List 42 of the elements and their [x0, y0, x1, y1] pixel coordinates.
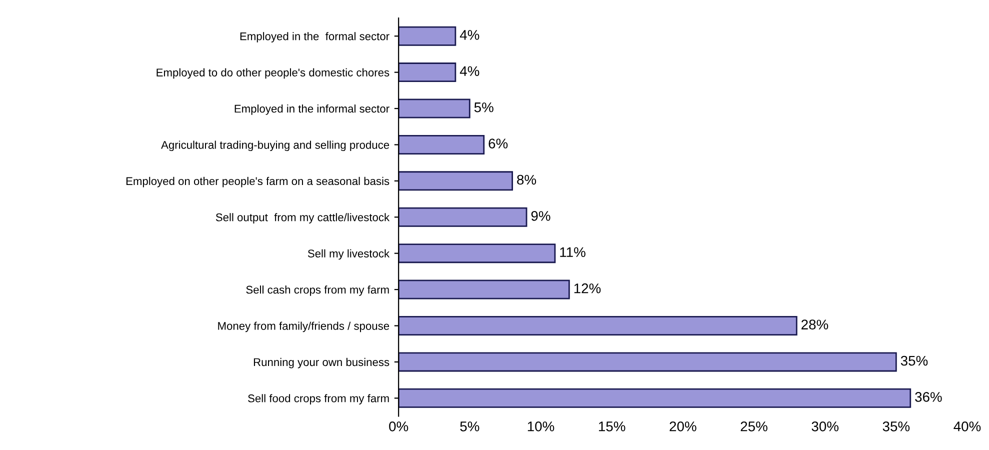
- y-tick-label: Sell cash crops from my farm: [246, 286, 389, 296]
- data-label: 8%: [517, 174, 536, 185]
- bar: [398, 171, 513, 191]
- bar: [398, 244, 556, 264]
- x-tick-label: 35%: [882, 421, 910, 432]
- data-label: 4%: [460, 66, 480, 76]
- bar: [398, 207, 528, 227]
- data-label: 12%: [574, 283, 601, 294]
- bar: [398, 62, 456, 82]
- y-tick-label: Employed in the informal sector: [234, 104, 390, 115]
- y-tick-label: Employed on other people's farm on a seasonal basis: [126, 176, 390, 188]
- data-label: 28%: [802, 320, 828, 330]
- x-tick-label: 20%: [670, 421, 696, 432]
- y-tick-label: Sell my livestock: [308, 249, 390, 260]
- y-tick-label: Sell output from my cattle/livestock: [216, 213, 390, 224]
- bar: [398, 316, 798, 336]
- y-tick-label: Sell food crops from my farm: [248, 394, 389, 404]
- bar: [398, 280, 570, 300]
- x-tick-label: 10%: [528, 421, 554, 432]
- data-label: 36%: [915, 392, 942, 402]
- bar: [398, 352, 897, 372]
- y-tick-label: Money from family/friends / spouse: [218, 322, 390, 332]
- bar: [398, 26, 456, 46]
- data-label: 4%: [460, 30, 480, 40]
- x-tick-label: 40%: [954, 421, 981, 432]
- data-label: 11%: [560, 247, 586, 258]
- bar: [398, 388, 912, 408]
- x-tick-label: 25%: [740, 421, 768, 432]
- data-label: 6%: [488, 138, 508, 148]
- bar: [398, 98, 470, 118]
- x-tick-label: 0%: [389, 421, 408, 432]
- data-label: 5%: [474, 102, 494, 112]
- bar: [398, 134, 485, 154]
- y-tick-label: Running your own business: [254, 358, 390, 368]
- y-tick-label: Employed in the formal sector: [240, 32, 390, 42]
- x-tick-label: 5%: [460, 422, 480, 432]
- x-tick-label: 30%: [812, 421, 838, 432]
- y-tick-label: Agricultural trading-buying and selling produce: [161, 140, 390, 152]
- data-label: 9%: [531, 211, 550, 221]
- y-tick-label: Employed to do other people's domestic chores: [156, 68, 390, 79]
- data-label: 35%: [900, 356, 928, 366]
- x-tick-label: 15%: [598, 422, 626, 432]
